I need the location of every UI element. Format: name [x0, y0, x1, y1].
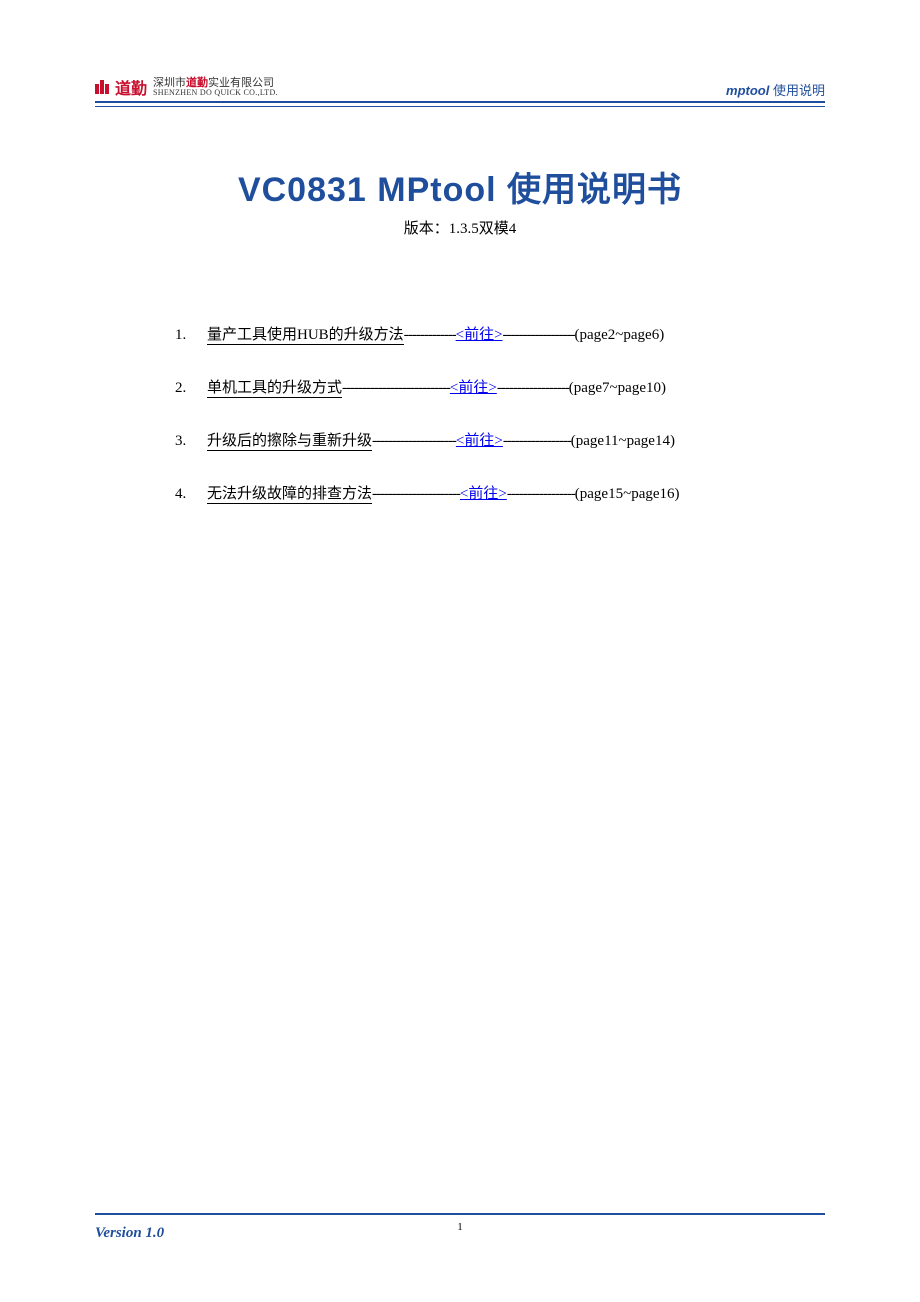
toc-item: 3. 升级后的擦除与重新升级---------------------<前往>-…	[175, 429, 815, 450]
page-header: 道勤 深圳市道勤实业有限公司 SHENZHEN DO QUICK CO.,LTD…	[95, 75, 825, 103]
toc-pages: (page7~page10)	[569, 380, 666, 396]
toc-number: 1.	[175, 327, 207, 344]
toc-number: 4.	[175, 486, 207, 503]
company-name-group: 深圳市道勤实业有限公司 SHENZHEN DO QUICK CO.,LTD.	[153, 77, 278, 98]
toc-pages: (page2~page6)	[574, 327, 664, 343]
logo-cn-text: 道勤	[115, 75, 147, 99]
toc-text: 升级后的擦除与重新升级	[207, 433, 372, 451]
toc-number: 3.	[175, 433, 207, 450]
toc-item: 4. 无法升级故障的排查方法----------------------<前往>…	[175, 482, 815, 503]
company-name-cn: 深圳市道勤实业有限公司	[153, 77, 278, 89]
toc-link[interactable]: <前往>	[456, 327, 503, 343]
document-page: 道勤 深圳市道勤实业有限公司 SHENZHEN DO QUICK CO.,LTD…	[0, 0, 920, 1302]
main-title: VC0831 MPtool 使用说明书	[95, 162, 825, 211]
footer-page-number: 1	[457, 1221, 463, 1233]
toc-link[interactable]: <前往>	[450, 380, 497, 396]
toc-text: 无法升级故障的排查方法	[207, 486, 372, 504]
toc-item: 2. 单机工具的升级方式---------------------------<…	[175, 376, 815, 397]
company-name-en: SHENZHEN DO QUICK CO.,LTD.	[153, 89, 278, 98]
footer-version: Version 1.0	[95, 1225, 164, 1242]
toc-link[interactable]: <前往>	[456, 433, 503, 449]
logo-icon	[95, 80, 109, 94]
header-right-label: mptool 使用说明	[726, 80, 825, 99]
logo-area: 道勤 深圳市道勤实业有限公司 SHENZHEN DO QUICK CO.,LTD…	[95, 75, 278, 99]
toc-item: 1. 量产工具使用HUB的升级方法-------------<前往>------…	[175, 323, 815, 344]
toc-pages: (page11~page14)	[571, 433, 675, 449]
footer-divider	[95, 1213, 825, 1215]
page-footer: Version 1.0 1	[95, 1213, 825, 1242]
header-underline	[95, 106, 825, 107]
toc-text: 单机工具的升级方式	[207, 380, 342, 398]
title-block: VC0831 MPtool 使用说明书 版本：1.3.5双模4	[95, 162, 825, 238]
toc-text: 量产工具使用HUB的升级方法	[207, 327, 404, 345]
version-line: 版本：1.3.5双模4	[95, 217, 825, 238]
footer-content: Version 1.0 1	[95, 1225, 825, 1242]
toc-number: 2.	[175, 380, 207, 397]
toc-link[interactable]: <前往>	[460, 486, 507, 502]
table-of-contents: 1. 量产工具使用HUB的升级方法-------------<前往>------…	[95, 323, 825, 503]
toc-pages: (page15~page16)	[575, 486, 680, 502]
